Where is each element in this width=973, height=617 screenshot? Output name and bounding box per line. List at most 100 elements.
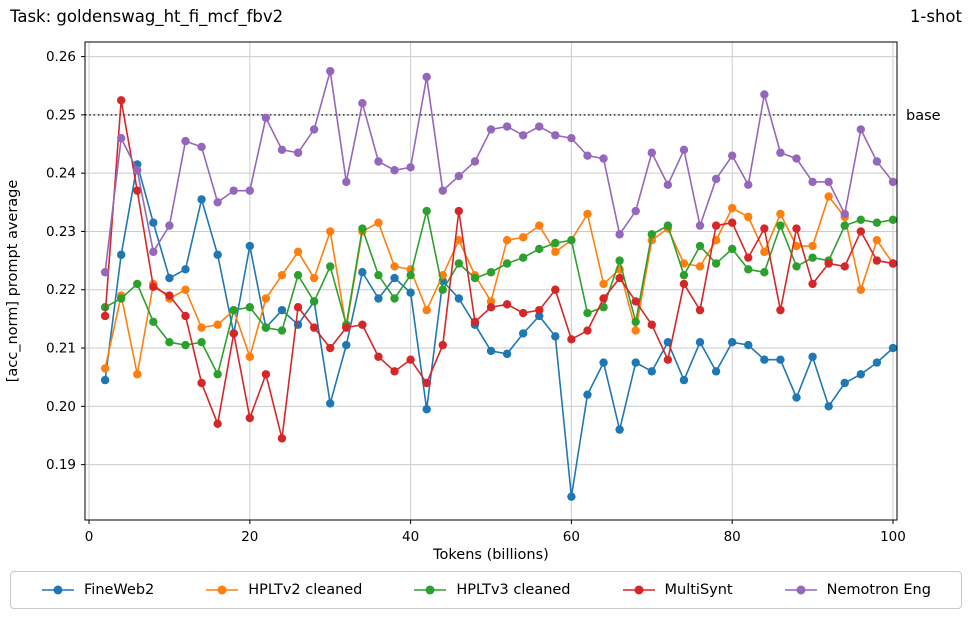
data-point (374, 270, 383, 280)
data-point (824, 177, 833, 187)
data-point (197, 378, 206, 388)
data-point (776, 209, 785, 219)
y-tick-label: 0.20 (46, 399, 76, 415)
data-point (583, 151, 592, 160)
data-point (470, 273, 480, 283)
data-point (695, 305, 705, 315)
series-line-multisynt (104, 100, 894, 439)
data-point (567, 335, 576, 344)
data-point (792, 241, 801, 251)
data-point (727, 203, 737, 213)
y-tick-label: 0.25 (46, 107, 76, 123)
data-point (744, 180, 753, 190)
data-point (197, 338, 206, 347)
legend-marker-icon (622, 585, 655, 595)
legend-item-hpltv3-cleaned: HPLTv3 cleaned (413, 582, 571, 598)
data-point (390, 367, 399, 376)
data-point (792, 262, 801, 271)
y-tick-label: 0.26 (46, 49, 76, 65)
data-point (599, 294, 608, 303)
data-point (840, 262, 849, 271)
data-point (406, 270, 415, 280)
data-point (631, 317, 640, 327)
data-point (197, 142, 206, 152)
data-point (165, 291, 174, 300)
x-tick-label: 80 (724, 529, 741, 545)
data-point (486, 303, 496, 312)
data-point (358, 320, 367, 329)
data-point (518, 233, 528, 242)
data-point (422, 378, 431, 388)
data-point (149, 247, 158, 257)
data-point (277, 145, 287, 155)
data-point (165, 338, 174, 347)
data-point (679, 279, 689, 289)
x-tick-label: 40 (402, 529, 419, 545)
data-point (181, 285, 190, 294)
data-point (438, 186, 447, 195)
data-point (695, 338, 705, 347)
data-point (888, 259, 898, 268)
data-point (438, 340, 447, 350)
data-point (872, 256, 882, 265)
data-point (326, 66, 335, 76)
data-point (792, 393, 801, 402)
data-point (229, 186, 238, 195)
data-point (824, 259, 833, 268)
y-tick-label: 0.23 (46, 224, 76, 240)
data-point (647, 230, 656, 239)
data-point (663, 338, 673, 347)
data-point (133, 370, 142, 379)
data-point (856, 227, 866, 236)
data-point (888, 343, 898, 353)
data-point (711, 259, 721, 268)
data-point (181, 311, 190, 321)
data-point (245, 303, 255, 312)
legend-marker-icon (784, 585, 817, 595)
data-point (422, 305, 431, 315)
data-point (422, 405, 431, 414)
data-point (872, 358, 882, 367)
data-point (149, 282, 158, 292)
data-point (213, 198, 222, 207)
data-point (567, 133, 576, 143)
data-point (711, 221, 721, 230)
data-point (181, 265, 190, 274)
data-point (374, 352, 383, 361)
data-point (679, 259, 689, 268)
data-point (165, 273, 174, 283)
data-point (245, 413, 255, 423)
data-point (856, 215, 866, 224)
data-point (438, 285, 447, 294)
data-point (309, 323, 319, 332)
data-point (760, 247, 769, 257)
legend-label: Nemotron Eng (826, 582, 931, 598)
data-point (293, 247, 303, 257)
data-point (663, 355, 673, 364)
data-point (872, 235, 882, 245)
data-point (744, 340, 753, 350)
data-point (888, 177, 898, 187)
data-point (824, 402, 833, 411)
data-point (840, 378, 849, 388)
data-point (100, 311, 110, 321)
y-tick-label: 0.24 (46, 166, 76, 182)
data-point (792, 224, 801, 233)
data-point (149, 317, 158, 327)
data-point (277, 326, 287, 335)
data-point (133, 166, 142, 175)
series-line-hpltv2-cleaned (104, 194, 894, 375)
data-point (711, 174, 721, 184)
data-point (551, 247, 560, 257)
legend-item-fineweb2: FineWeb2 (41, 582, 154, 598)
data-point (486, 297, 496, 306)
data-point (760, 355, 769, 364)
data-point (326, 399, 335, 408)
data-point (744, 253, 753, 262)
data-point (840, 221, 849, 230)
data-point (213, 370, 222, 379)
chart-title: Task: goldenswag_ht_fi_mcf_fbv2 (10, 7, 284, 26)
data-point (261, 113, 271, 122)
data-point (856, 125, 866, 134)
data-point (502, 122, 512, 131)
